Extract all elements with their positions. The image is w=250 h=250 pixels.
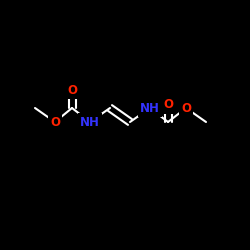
Text: O: O — [67, 84, 77, 96]
Text: O: O — [181, 102, 191, 114]
Text: O: O — [50, 116, 60, 128]
Text: NH: NH — [140, 102, 160, 114]
Text: O: O — [163, 98, 173, 112]
Text: NH: NH — [80, 116, 100, 128]
